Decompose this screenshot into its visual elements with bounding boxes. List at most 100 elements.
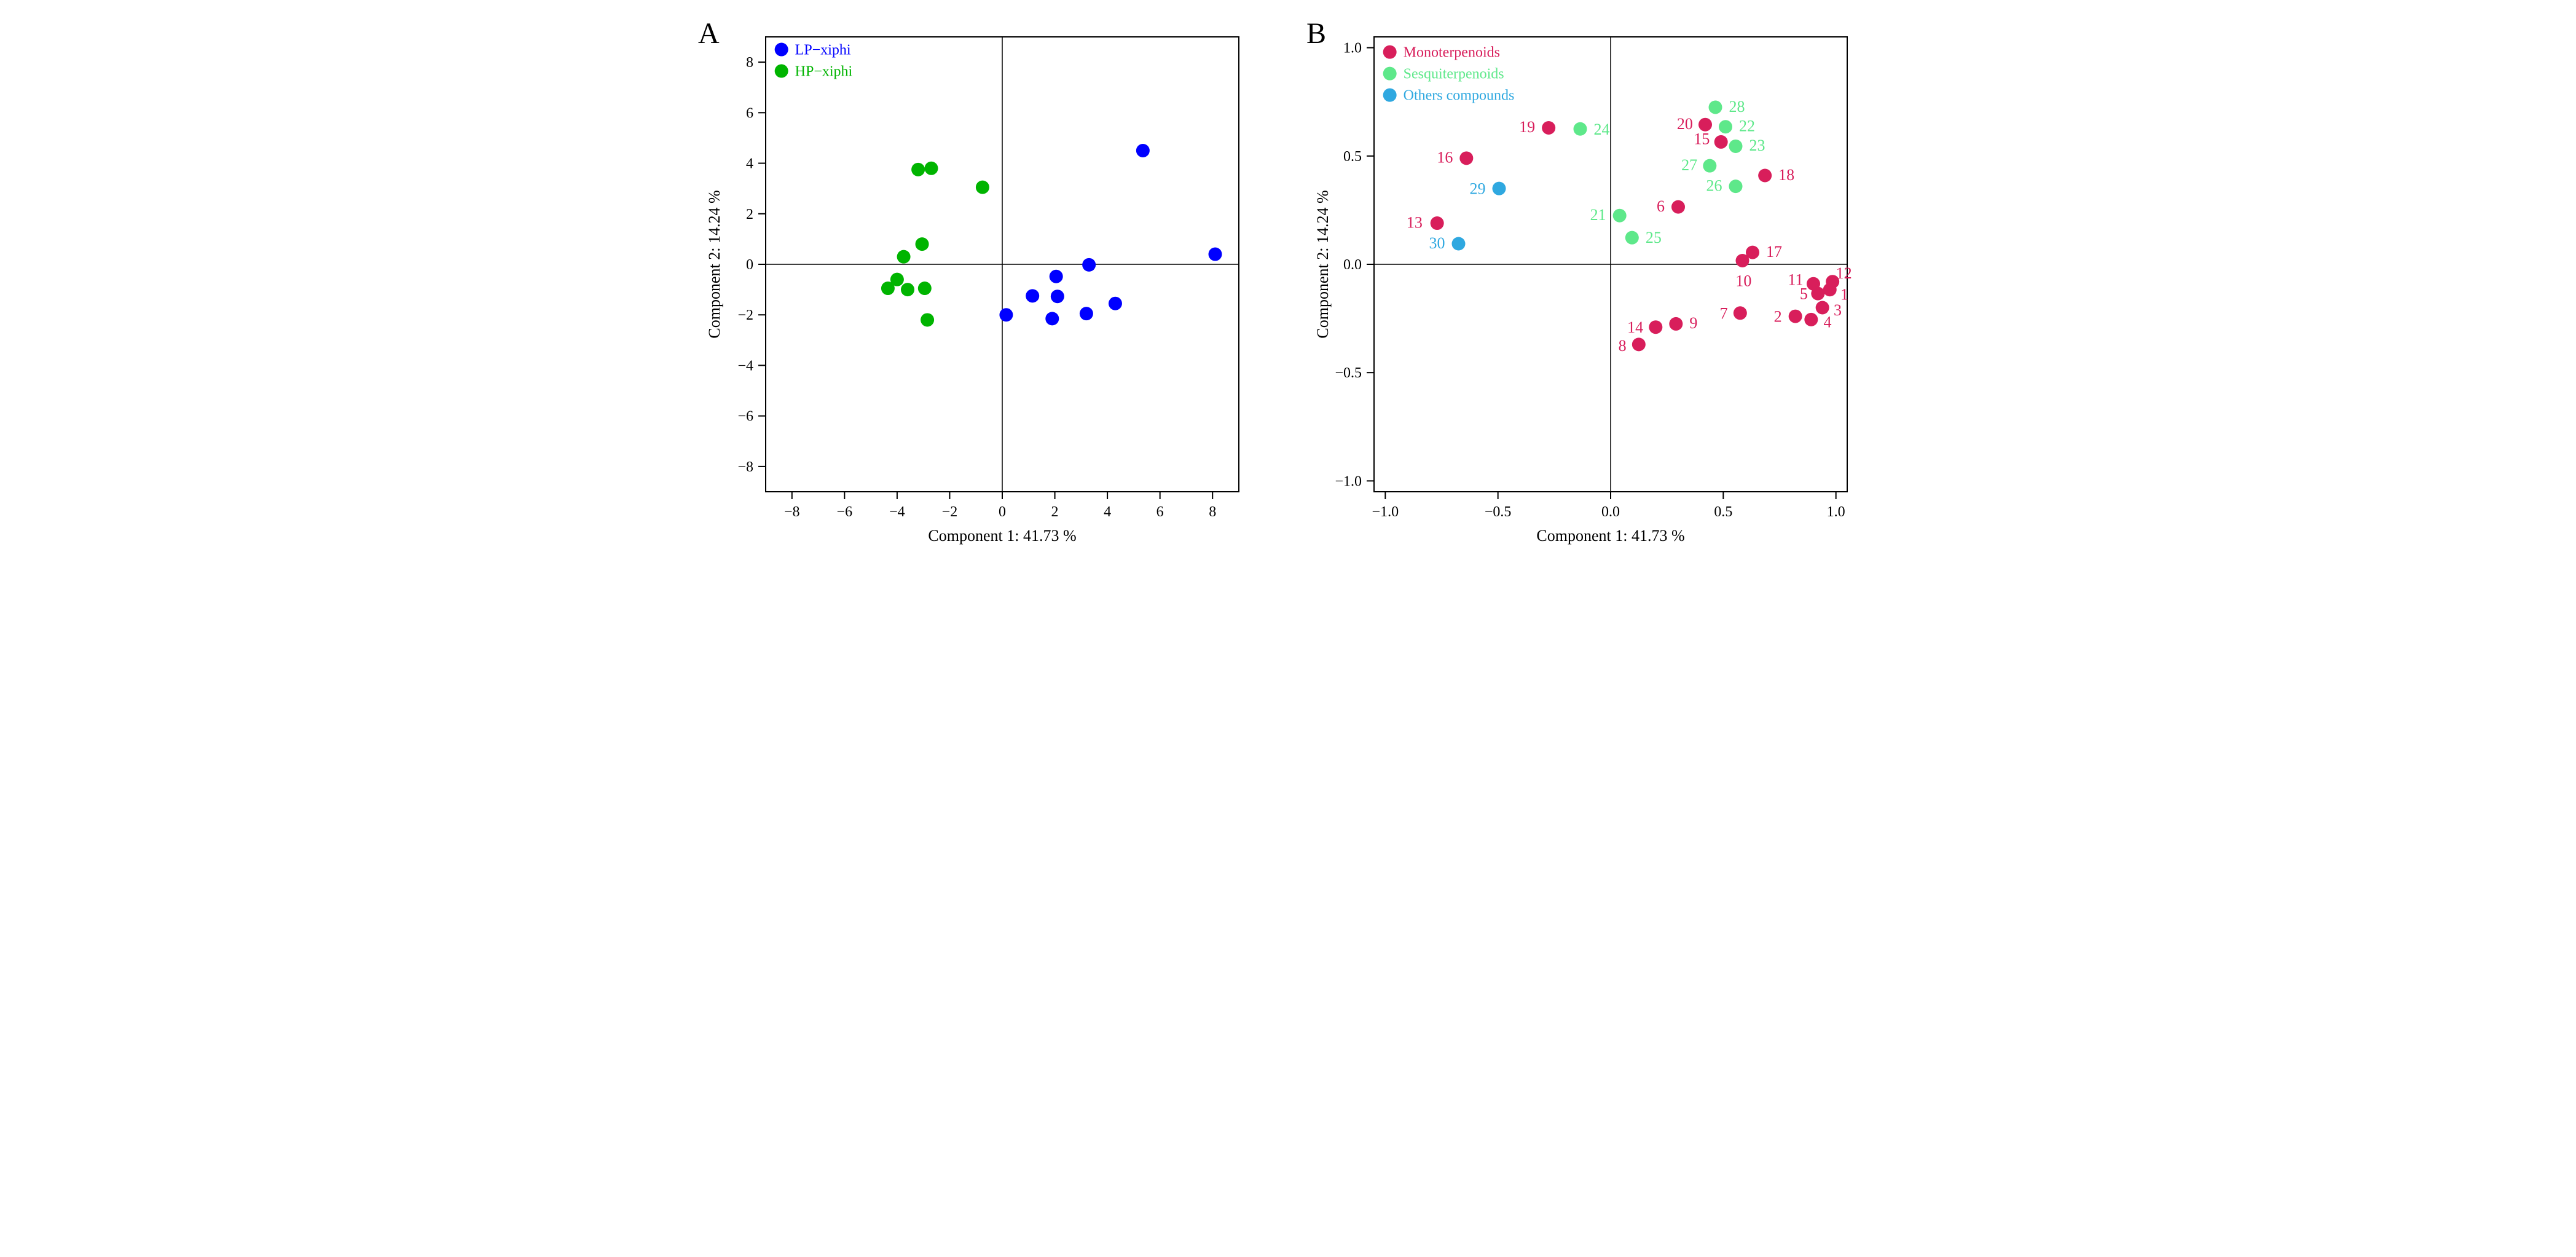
data-point <box>1698 118 1712 132</box>
x-tick-label: −6 <box>837 504 853 520</box>
data-point <box>1734 306 1747 320</box>
point-label: 18 <box>1778 166 1794 184</box>
data-point <box>1804 313 1818 326</box>
point-label: 21 <box>1590 206 1606 224</box>
legend-marker <box>1383 45 1397 59</box>
data-point <box>1613 209 1627 223</box>
data-point <box>925 162 938 175</box>
data-point <box>901 283 914 296</box>
y-tick-label: 6 <box>746 105 753 121</box>
data-point <box>1050 270 1063 283</box>
data-point <box>1574 122 1587 136</box>
x-tick-label: −0.5 <box>1485 504 1512 520</box>
x-tick-label: −4 <box>889 504 905 520</box>
data-point <box>1709 101 1722 114</box>
chart-a: A−8−6−4−202468−8−6−4−202468Component 1: … <box>692 12 1276 565</box>
x-tick-label: −8 <box>784 504 800 520</box>
data-point <box>1671 200 1685 214</box>
data-point <box>1459 151 1473 165</box>
data-point <box>1789 310 1802 323</box>
point-label: 11 <box>1788 271 1803 289</box>
point-label: 16 <box>1437 149 1453 167</box>
data-point <box>1669 317 1683 331</box>
data-point <box>1431 216 1444 230</box>
data-point <box>999 308 1013 321</box>
y-tick-label: −0.5 <box>1335 365 1362 381</box>
data-point <box>1729 179 1743 193</box>
data-point <box>1136 144 1150 157</box>
figure-container: A−8−6−4−202468−8−6−4−202468Component 1: … <box>12 12 2564 569</box>
point-label: 8 <box>1619 337 1627 355</box>
data-point <box>1714 135 1728 149</box>
x-axis-label: Component 1: 41.73 % <box>928 527 1076 545</box>
point-label: 1 <box>1840 285 1848 303</box>
legend-marker <box>775 43 788 57</box>
y-axis-label: Component 2: 14.24 % <box>705 190 723 338</box>
data-point <box>1758 169 1772 183</box>
x-tick-label: −2 <box>942 504 958 520</box>
point-label: 13 <box>1407 213 1423 231</box>
x-axis-label: Component 1: 41.73 % <box>1536 527 1684 545</box>
x-tick-label: 2 <box>1051 504 1059 520</box>
legend-marker <box>1383 67 1397 81</box>
data-point <box>1625 231 1639 245</box>
data-point <box>918 282 932 295</box>
point-label: 3 <box>1834 301 1842 319</box>
data-point <box>1729 140 1743 153</box>
data-point <box>881 282 895 295</box>
x-tick-label: 4 <box>1104 504 1111 520</box>
point-label: 19 <box>1519 118 1535 136</box>
y-tick-label: 0.5 <box>1343 149 1362 165</box>
x-tick-label: 0 <box>999 504 1006 520</box>
y-tick-label: −2 <box>737 307 753 323</box>
point-label: 25 <box>1646 229 1662 246</box>
data-point <box>1649 320 1662 334</box>
panel-b: B−1.0−0.50.00.51.0−1.0−0.50.00.51.0Compo… <box>1300 12 1884 569</box>
y-tick-label: −1.0 <box>1335 473 1362 489</box>
point-label: 15 <box>1694 130 1710 148</box>
data-point <box>916 237 929 251</box>
point-label: 9 <box>1689 314 1697 332</box>
point-label: 22 <box>1739 117 1755 135</box>
data-point <box>1719 120 1732 133</box>
data-point <box>1026 289 1039 302</box>
point-label: 12 <box>1836 264 1852 282</box>
y-tick-label: −6 <box>737 409 753 425</box>
data-point <box>911 163 925 176</box>
x-tick-label: 6 <box>1156 504 1164 520</box>
data-point <box>897 250 911 264</box>
data-point <box>1816 301 1829 314</box>
point-label: 7 <box>1720 304 1728 322</box>
y-axis-label: Component 2: 14.24 % <box>1314 190 1332 338</box>
legend-marker <box>775 65 788 78</box>
point-label: 14 <box>1627 318 1643 336</box>
point-label: 2 <box>1774 308 1782 326</box>
y-tick-label: −4 <box>737 358 753 374</box>
x-tick-label: 0.0 <box>1601 504 1620 520</box>
data-point <box>1493 182 1506 195</box>
point-label: 10 <box>1735 272 1751 290</box>
legend-label: Monoterpenoids <box>1404 45 1500 61</box>
x-tick-label: 1.0 <box>1827 504 1845 520</box>
y-tick-label: 0.0 <box>1343 257 1362 273</box>
x-tick-label: 0.5 <box>1714 504 1732 520</box>
legend-marker <box>1383 89 1397 102</box>
data-point <box>1632 337 1646 351</box>
panel-label: B <box>1306 17 1326 50</box>
chart-b: B−1.0−0.50.00.51.0−1.0−0.50.00.51.0Compo… <box>1300 12 1884 565</box>
point-label: 30 <box>1429 234 1445 252</box>
legend-label: Others compounds <box>1404 88 1515 104</box>
data-point <box>1703 159 1716 173</box>
data-point <box>976 181 989 194</box>
data-point <box>1045 312 1059 325</box>
data-point <box>1807 277 1820 291</box>
legend-label: LP−xiphi <box>795 42 851 58</box>
data-point <box>1452 237 1466 251</box>
y-tick-label: 2 <box>746 207 753 223</box>
point-label: 4 <box>1824 313 1832 331</box>
point-label: 17 <box>1766 243 1782 261</box>
data-point <box>1109 297 1122 310</box>
data-point <box>1746 246 1759 259</box>
point-label: 24 <box>1594 120 1610 138</box>
y-tick-label: 0 <box>746 257 753 273</box>
